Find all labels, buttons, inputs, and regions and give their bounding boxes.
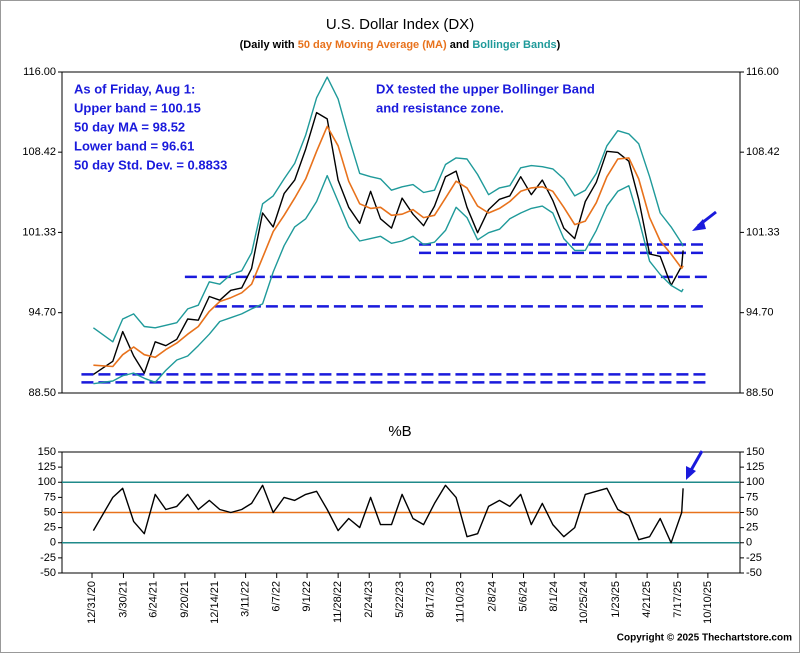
y-tick-label-right: 0	[746, 537, 752, 549]
annotation: As of Friday, Aug 1:	[74, 81, 195, 96]
subtitle-part: )	[557, 39, 561, 51]
y-tick-label: 150	[38, 446, 56, 458]
y-tick-label: 25	[44, 522, 56, 534]
x-tick-label: 2/8/24	[486, 581, 498, 612]
y-tick-label: 125	[38, 461, 56, 473]
x-tick-label: 12/31/20	[86, 581, 98, 624]
x-tick-label: 10/10/25	[702, 581, 714, 624]
annotation: DX tested the upper Bollinger Band	[376, 81, 595, 96]
y-tick-label-right: 108.42	[746, 146, 780, 158]
x-tick-label: 7/17/25	[672, 581, 684, 618]
y-tick-label: 75	[44, 491, 56, 503]
series-line	[93, 174, 684, 385]
x-tick-label: 8/17/23	[425, 581, 437, 618]
x-tick-label: 11/10/23	[455, 581, 467, 623]
y-tick-label: 116.00	[23, 66, 56, 78]
y-tick-label-right: -25	[746, 552, 762, 564]
subtitle-part: and	[447, 39, 473, 51]
y-tick-label-right: 75	[746, 491, 758, 503]
x-tick-label: 8/1/24	[548, 581, 560, 612]
y-tick-label-right: -50	[746, 567, 762, 579]
y-tick-label: 100	[38, 476, 56, 488]
y-tick-label-right: 150	[746, 446, 764, 458]
x-tick-label: 6/24/21	[148, 581, 160, 618]
y-tick-label: -25	[40, 552, 56, 564]
y-tick-label: 94.70	[28, 307, 56, 319]
copyright: Copyright © 2025 Thechartstore.com	[617, 633, 792, 644]
series-line	[93, 125, 684, 368]
y-tick-label: 0	[50, 537, 56, 549]
series-line	[92, 484, 684, 544]
panel-title: %B	[388, 423, 411, 440]
x-tick-label: 3/30/21	[117, 581, 129, 618]
y-tick-label-right: 25	[746, 522, 758, 534]
y-tick-label-right: 125	[746, 461, 764, 473]
subtitle-part: Bollinger Bands	[472, 39, 556, 51]
y-tick-label: -50	[40, 567, 56, 579]
subtitle-part: 50 day Moving Average (MA)	[298, 39, 447, 51]
x-tick-label: 6/7/22	[271, 581, 283, 612]
y-tick-label: 101.33	[22, 226, 56, 238]
series-line	[93, 111, 684, 375]
x-tick-label: 1/23/25	[610, 581, 622, 618]
annotation: and resistance zone.	[376, 100, 504, 115]
subtitle: (Daily with 50 day Moving Average (MA) a…	[240, 39, 561, 51]
y-tick-label-right: 116.00	[746, 66, 779, 78]
x-tick-label: 12/14/21	[209, 581, 221, 624]
x-tick-label: 5/22/23	[394, 581, 406, 618]
x-tick-label: 2/24/23	[363, 581, 375, 618]
arrow	[686, 210, 717, 480]
y-tick-label-right: 88.50	[746, 387, 774, 399]
y-tick-label-right: 50	[746, 506, 758, 518]
x-tick-label: 3/11/22	[240, 581, 252, 617]
y-tick-label: 50	[44, 506, 56, 518]
subtitle-part: (Daily with	[240, 39, 298, 51]
series-line	[92, 76, 684, 343]
y-tick-label-right: 100	[746, 476, 764, 488]
x-tick-label: 9/20/21	[179, 581, 191, 618]
annotation: 50 day MA = 98.52	[74, 119, 185, 134]
y-tick-label-right: 94.70	[746, 307, 774, 319]
x-tick-label: 5/6/24	[517, 581, 529, 612]
y-tick-label-right: 101.33	[746, 226, 780, 238]
annotation: Upper band = 100.15	[74, 100, 201, 115]
y-tick-label: 88.50	[28, 387, 56, 399]
x-tick-label: 11/28/22	[332, 581, 344, 623]
annotation: 50 day Std. Dev. = 0.8833	[74, 157, 227, 172]
x-tick-label: 9/1/22	[301, 581, 313, 612]
annotation: Lower band = 96.61	[74, 138, 194, 153]
x-tick-label: 10/25/24	[578, 581, 590, 624]
y-tick-label: 108.42	[22, 146, 56, 158]
chart-title: U.S. Dollar Index (DX)	[326, 16, 474, 33]
x-tick-label: 4/21/25	[641, 581, 653, 618]
